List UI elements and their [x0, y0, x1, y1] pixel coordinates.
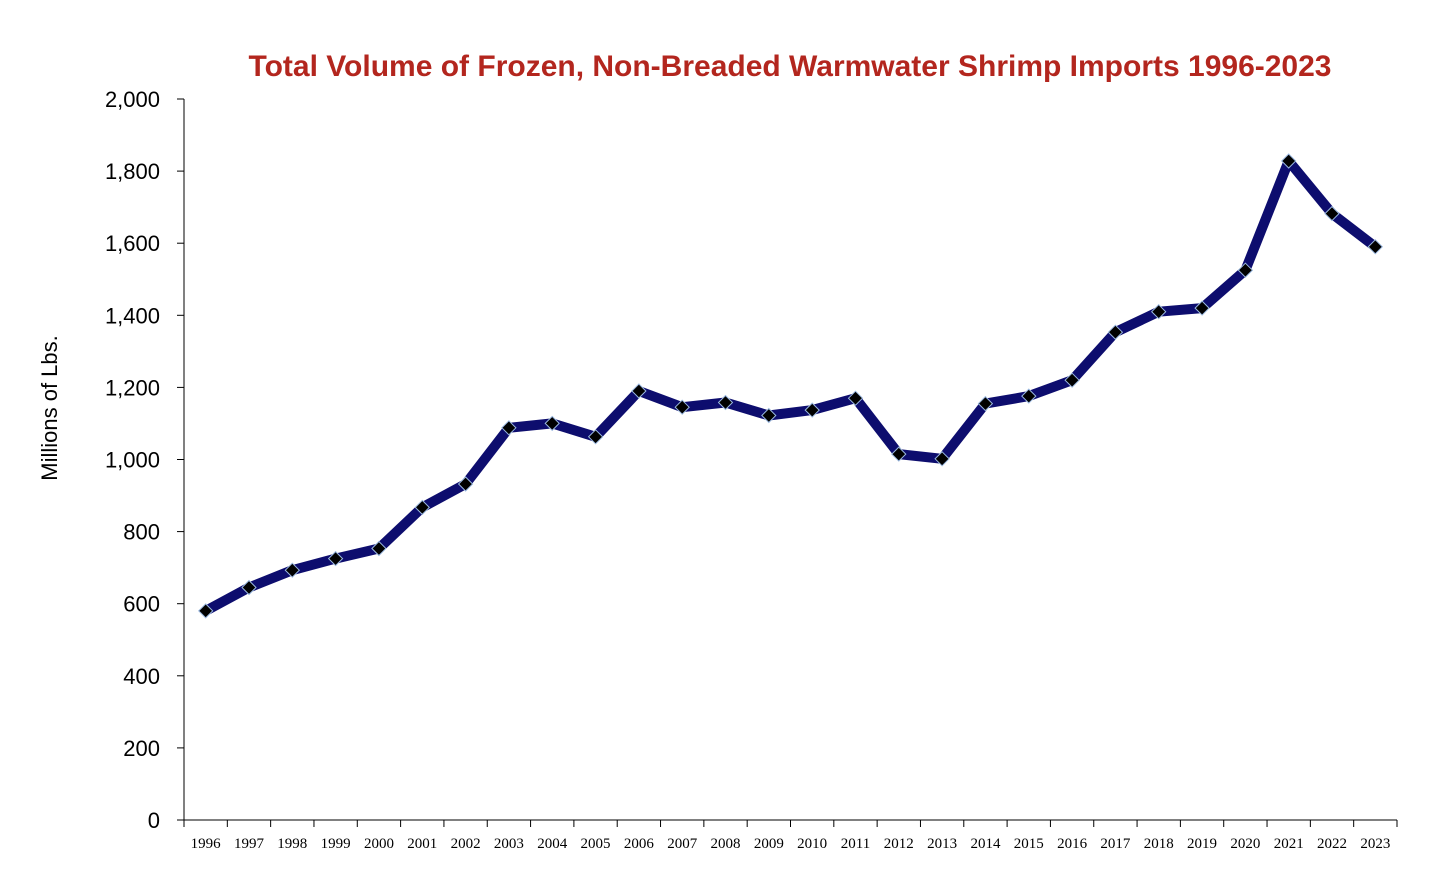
- x-tick-label: 2000: [364, 836, 394, 852]
- data-point-2021: [1280, 153, 1297, 169]
- data-point-2016: [1064, 372, 1080, 388]
- data-point-2009: [761, 407, 777, 424]
- data-point-2014: [977, 395, 994, 412]
- x-tick-label: 2002: [451, 836, 481, 852]
- x-tick-label: 2014: [970, 836, 1001, 852]
- data-point-2020: [1237, 262, 1254, 278]
- x-tick-label: 2011: [841, 836, 870, 852]
- x-tick-label: 2020: [1230, 836, 1260, 852]
- x-tick-label: 2009: [754, 836, 784, 852]
- series-line: [200, 156, 1381, 616]
- x-tick-label: 2019: [1187, 836, 1217, 852]
- data-point-2018: [1150, 303, 1167, 320]
- data-point-1999: [327, 550, 344, 567]
- x-tick-label: 2008: [711, 836, 741, 852]
- data-point-2013: [934, 451, 950, 467]
- data-point-2012: [891, 446, 907, 462]
- x-tick-label: 2016: [1057, 836, 1088, 852]
- x-tick-label: 2013: [927, 836, 957, 852]
- y-tick-label: 1,400: [105, 303, 160, 328]
- x-tick-label: 2022: [1317, 836, 1347, 852]
- chart-title: Total Volume of Frozen, Non-Breaded Warm…: [248, 50, 1332, 83]
- x-tick-label: 2015: [1014, 836, 1044, 852]
- data-point-2008: [717, 394, 734, 411]
- data-point-1996: [197, 603, 214, 619]
- y-axis: 0 200 400 600 800 1,000 1,200 1,400 1,600 1,800 2,…: [105, 87, 185, 833]
- data-point-1997: [241, 579, 257, 596]
- data-point-2015: [1021, 388, 1037, 404]
- x-tick-label: 2021: [1274, 836, 1304, 852]
- data-point-2002: [457, 476, 474, 492]
- data-point-2000: [371, 540, 387, 557]
- data-point-2007: [674, 399, 690, 415]
- x-tick-label: 2005: [581, 836, 611, 852]
- x-tick-label: 2007: [667, 836, 698, 852]
- x-tick-label: 1997: [234, 836, 265, 852]
- y-tick-label: 1,000: [105, 448, 160, 473]
- y-tick-label: 600: [123, 592, 160, 617]
- x-tick-label: 1996: [191, 836, 222, 852]
- data-point-2019: [1194, 300, 1210, 316]
- y-tick-label: 400: [123, 664, 160, 689]
- series-polyline: [200, 156, 1381, 616]
- x-tick-label: 2017: [1100, 836, 1131, 852]
- data-point-2003: [501, 420, 517, 436]
- y-tick-label: 800: [123, 520, 160, 545]
- x-tick-label: 2018: [1144, 836, 1174, 852]
- data-point-2005: [587, 429, 604, 445]
- y-tick-label: 1,800: [105, 159, 160, 184]
- x-tick-label: 2003: [494, 836, 524, 852]
- y-tick-label: 2,000: [105, 87, 160, 112]
- data-point-2004: [544, 415, 560, 432]
- data-point-2022: [1324, 205, 1340, 222]
- x-axis: 1996 1997 1998 1999 2000 2001 2002 2003 2004 2005…: [183, 819, 1398, 852]
- data-point-2010: [804, 402, 820, 418]
- x-tick-label: 2023: [1360, 836, 1390, 852]
- data-point-2023: [1367, 239, 1384, 255]
- data-point-2011: [847, 390, 864, 406]
- y-tick-label: 1,200: [105, 375, 160, 400]
- series-markers: [197, 153, 1384, 619]
- x-tick-label: 2010: [797, 836, 827, 852]
- data-point-2001: [414, 499, 431, 516]
- x-tick-label: 1999: [321, 836, 351, 852]
- data-point-1998: [284, 562, 301, 578]
- x-tick-label: 2004: [537, 836, 568, 852]
- y-tick-label: 1,600: [105, 231, 160, 256]
- y-tick-label: 0: [148, 808, 160, 833]
- x-tick-label: 2001: [407, 836, 437, 852]
- data-point-2017: [1107, 324, 1124, 340]
- y-axis-label: Millions of Lbs.: [37, 335, 62, 481]
- x-tick-label: 2006: [624, 836, 655, 852]
- x-tick-label: 1998: [277, 836, 307, 852]
- x-tick-label: 2012: [884, 836, 914, 852]
- y-tick-label: 200: [123, 736, 160, 761]
- data-point-2006: [631, 383, 647, 399]
